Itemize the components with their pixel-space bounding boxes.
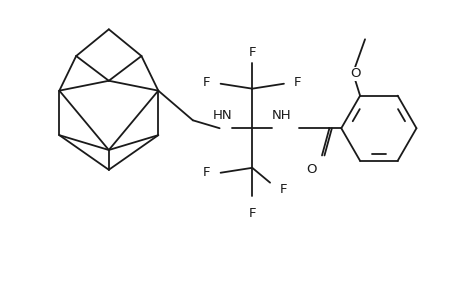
Text: F: F	[280, 183, 287, 196]
Text: F: F	[248, 46, 256, 59]
Text: F: F	[248, 207, 256, 220]
Text: NH: NH	[272, 109, 291, 122]
Text: F: F	[293, 76, 301, 89]
Text: O: O	[306, 163, 316, 176]
Text: HN: HN	[213, 109, 232, 122]
Text: O: O	[349, 68, 359, 80]
Text: F: F	[203, 76, 210, 89]
Text: F: F	[203, 166, 210, 179]
